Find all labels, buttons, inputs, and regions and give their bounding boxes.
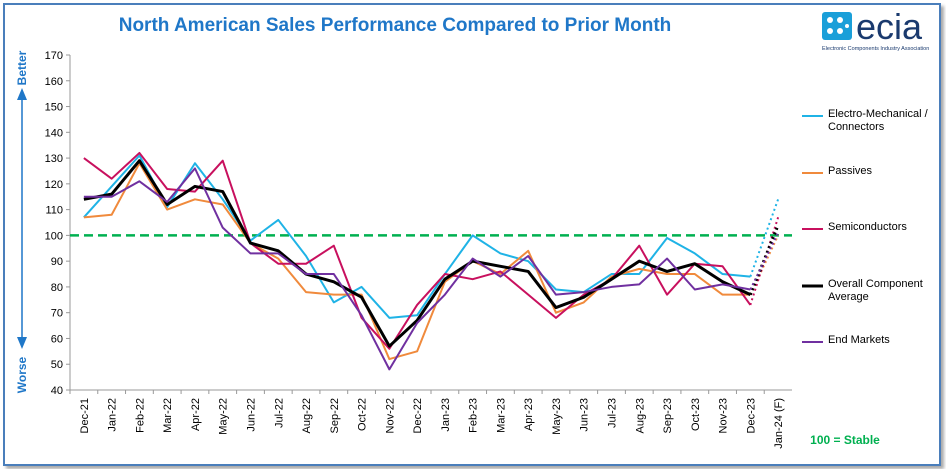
x-tick-label: Aug-22 xyxy=(301,398,313,433)
x-tick-label: Nov-23 xyxy=(718,398,730,433)
y-tick-label: 70 xyxy=(51,308,63,320)
series-line xyxy=(83,159,751,348)
logo-icon xyxy=(822,12,852,40)
x-tick-label: May-22 xyxy=(218,398,230,435)
series-line xyxy=(83,154,751,319)
y-tick-label: 90 xyxy=(51,256,63,268)
x-tick-label: Dec-22 xyxy=(412,398,424,433)
x-tick-label: May-23 xyxy=(551,398,563,435)
y-tick-label: 110 xyxy=(45,205,63,217)
forecast-line xyxy=(749,232,780,290)
legend-label: Overall Component Average xyxy=(828,278,923,303)
x-tick-label: Apr-22 xyxy=(190,398,202,431)
reference-label: 100 = Stable xyxy=(810,433,880,447)
logo-subtitle: Electronic Components Industry Associati… xyxy=(822,46,929,52)
x-tick-label: Feb-22 xyxy=(134,398,146,433)
chart-title: North American Sales Performance Compare… xyxy=(119,15,672,36)
x-tick-label: Jul-23 xyxy=(607,398,619,428)
x-tick-label: Jan-22 xyxy=(107,398,119,432)
x-tick-label: Jul-22 xyxy=(273,398,285,428)
legend-label: Semiconductors xyxy=(828,221,907,233)
x-tick-label: Sep-23 xyxy=(662,398,674,433)
y-tick-label: 40 xyxy=(51,385,63,397)
x-tick-label: Jan-24 (F) xyxy=(773,398,785,449)
x-tick-label: Jun-23 xyxy=(579,398,591,432)
y-top-label: Better xyxy=(15,50,29,85)
y-tick-label: 50 xyxy=(51,359,63,371)
series-line xyxy=(83,167,751,371)
series-line xyxy=(83,162,751,361)
x-tick-label: Oct-22 xyxy=(357,398,369,431)
x-tick-label: Nov-22 xyxy=(384,398,396,433)
x-tick-label: Dec-23 xyxy=(745,398,757,433)
legend-label: Passives xyxy=(828,165,873,177)
x-tick-label: Dec-21 xyxy=(79,398,91,433)
forecast-line xyxy=(749,234,780,296)
legend-label: Electro-Mechanical / Connectors xyxy=(828,108,928,133)
y-tick-label: 170 xyxy=(45,50,63,62)
y-bottom-label: Worse xyxy=(15,356,29,393)
x-tick-label: Mar-23 xyxy=(495,398,507,433)
y-tick-label: 80 xyxy=(51,282,63,294)
y-tick-label: 60 xyxy=(51,333,63,345)
x-tick-label: Jun-22 xyxy=(246,398,258,432)
x-tick-label: Jan-23 xyxy=(440,398,452,432)
y-tick-label: 100 xyxy=(45,230,63,242)
legend-label: End Markets xyxy=(828,334,890,346)
x-tick-label: Sep-22 xyxy=(329,398,341,433)
y-tick-label: 130 xyxy=(45,153,63,165)
series-line xyxy=(83,151,752,350)
direction-arrow xyxy=(17,88,27,349)
x-tick-label: Mar-22 xyxy=(162,398,174,433)
x-tick-label: Oct-23 xyxy=(690,398,702,431)
forecast-line xyxy=(749,198,780,277)
logo-text: ecia xyxy=(856,6,923,47)
y-tick-label: 140 xyxy=(45,127,63,139)
x-tick-label: Feb-23 xyxy=(468,398,480,433)
x-tick-label: Aug-23 xyxy=(634,398,646,433)
y-tick-label: 150 xyxy=(45,102,63,114)
y-tick-label: 160 xyxy=(45,76,63,88)
y-tick-label: 120 xyxy=(45,179,63,191)
x-tick-label: Apr-23 xyxy=(523,398,535,431)
